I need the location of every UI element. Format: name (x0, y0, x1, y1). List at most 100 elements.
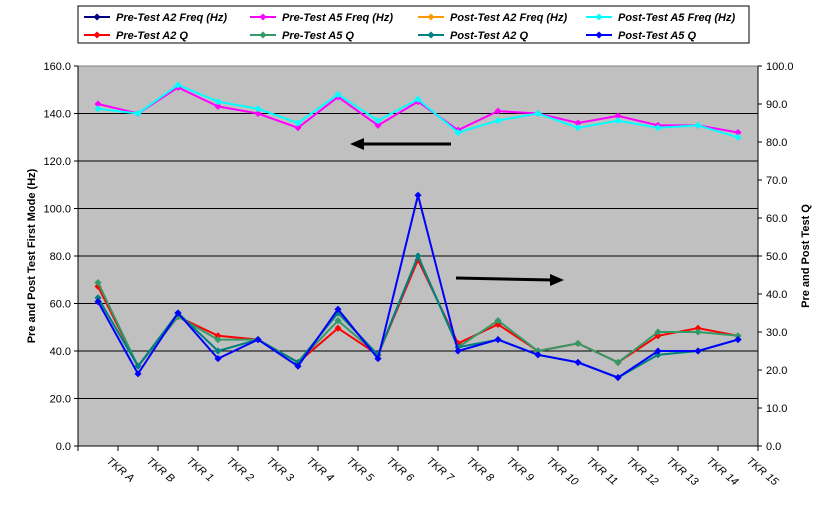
data-point (174, 309, 182, 317)
legend-label: Pre-Test A2 Freq (Hz) (116, 12, 227, 24)
data-point (414, 191, 422, 199)
series-7 (94, 191, 742, 382)
data-point (334, 316, 342, 325)
left-tick-label: 20.0 (50, 394, 71, 406)
right-tick-label: 80.0 (766, 137, 787, 149)
legend-item: Pre-Test A5 Freq (Hz) (250, 12, 393, 24)
legend-item: Post-Test A5 Q (586, 30, 696, 42)
data-point (254, 105, 262, 113)
data-point (494, 335, 502, 344)
legend-label: Post-Test A2 Q (450, 30, 528, 42)
series-layer (94, 81, 742, 382)
data-point (254, 335, 262, 344)
data-point (334, 90, 342, 99)
data-point (254, 109, 262, 118)
data-point (734, 335, 742, 344)
left-tick-label: 60.0 (50, 299, 71, 311)
legend-item: Post-Test A2 Freq (Hz) (418, 12, 567, 24)
right-tick-label: 20.0 (766, 365, 787, 377)
data-point (734, 133, 742, 141)
legend-label: Pre-Test A5 Q (282, 30, 354, 42)
data-point (614, 116, 622, 125)
legend-label: Post-Test A5 Freq (Hz) (618, 12, 735, 24)
data-point (134, 362, 142, 370)
data-point (694, 328, 702, 336)
left-y-axis: 0.0 20.0 40.0 60.0 80.0 100.0 120.0 140.0 160.0 (43, 61, 79, 453)
data-point (595, 31, 603, 39)
data-point (654, 347, 662, 355)
data-point (259, 31, 267, 39)
data-point (374, 116, 382, 125)
legend-label: Pre-Test A5 Freq (Hz) (282, 12, 393, 24)
gridlines (78, 113, 758, 399)
data-point (494, 116, 502, 125)
legend-item: Pre-Test A5 Q (250, 30, 354, 42)
left-tick-label: 80.0 (50, 251, 71, 263)
right-axis-title: Pre and Post Test Q (800, 204, 812, 308)
data-point (454, 128, 462, 137)
data-point (294, 362, 302, 370)
legend: Pre-Test A2 Freq (Hz) Pre-Test A5 Freq (H… (77, 5, 750, 44)
data-point (214, 335, 222, 344)
right-tick-label: 70.0 (766, 175, 787, 187)
right-tick-label: 30.0 (766, 327, 787, 339)
data-point (414, 95, 422, 103)
legend-item: Post-Test A2 Q (418, 30, 528, 42)
data-point (214, 354, 222, 363)
left-tick-label: 40.0 (50, 346, 71, 358)
legend-item: Pre-Test A2 Q (84, 30, 188, 42)
right-tick-label: 100.0 (766, 61, 794, 73)
data-point (454, 347, 462, 355)
data-point (94, 278, 102, 287)
legend-item: Pre-Test A2 Freq (Hz) (84, 12, 227, 24)
legend-box (77, 5, 750, 44)
data-point (654, 328, 662, 336)
data-point (259, 13, 267, 21)
data-point (214, 102, 222, 111)
data-point (414, 252, 422, 260)
legend-item: Post-Test A5 Freq (Hz) (586, 12, 735, 24)
data-point (534, 351, 542, 359)
right-tick-label: 0.0 (766, 441, 781, 453)
right-tick-label: 40.0 (766, 289, 787, 301)
legend-label: Post-Test A5 Q (618, 30, 696, 42)
data-point (334, 305, 342, 313)
data-point (694, 347, 702, 355)
data-point (595, 13, 603, 21)
data-point (574, 358, 582, 367)
data-point (614, 358, 622, 367)
data-point (93, 31, 101, 39)
data-point (294, 124, 302, 132)
data-point (134, 370, 142, 378)
left-tick-label: 120.0 (43, 156, 71, 168)
right-pointing-arrow (455, 274, 564, 286)
data-point (427, 13, 435, 21)
data-point (654, 351, 662, 359)
data-point (374, 121, 382, 130)
data-point (574, 339, 582, 348)
data-point (334, 324, 342, 332)
right-tick-label: 50.0 (766, 251, 787, 263)
data-point (93, 13, 101, 21)
left-tick-label: 0.0 (56, 441, 71, 453)
data-point (574, 124, 582, 132)
data-point (374, 354, 382, 363)
left-axis-title: Pre and Post Test First Mode (Hz) (26, 168, 38, 343)
series-3 (94, 81, 742, 141)
data-point (427, 31, 435, 39)
data-point (134, 109, 142, 118)
legend-label: Post-Test A2 Freq (Hz) (450, 12, 567, 24)
data-point (94, 105, 102, 113)
data-point (694, 121, 702, 130)
left-tick-label: 100.0 (43, 204, 71, 216)
data-point (294, 119, 302, 127)
right-tick-label: 10.0 (766, 403, 787, 415)
data-point (494, 107, 502, 115)
legend-label: Pre-Test A2 Q (116, 30, 188, 42)
left-tick-label: 140.0 (43, 109, 71, 121)
data-point (174, 81, 182, 89)
left-tick-label: 160.0 (43, 61, 71, 73)
right-tick-label: 60.0 (766, 213, 787, 225)
data-point (614, 373, 622, 382)
